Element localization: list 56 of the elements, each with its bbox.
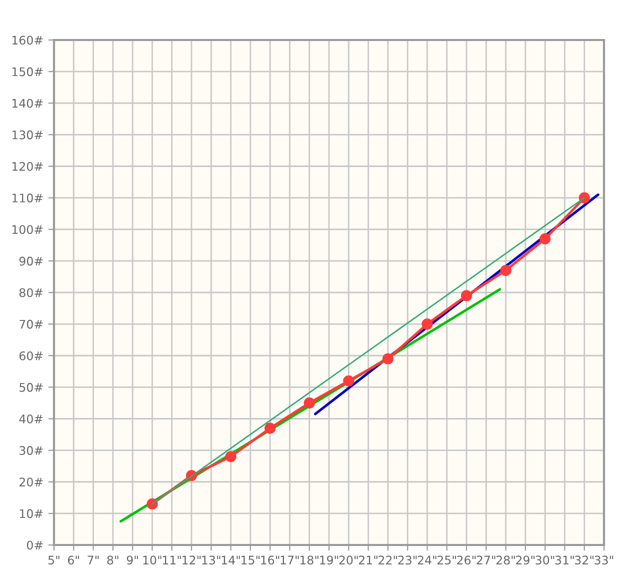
y-tick-label: 160# xyxy=(12,36,43,45)
x-tick-label: 8" xyxy=(107,556,118,565)
x-tick-label: 20" xyxy=(339,556,358,565)
point xyxy=(460,290,472,302)
y-tick-label: 120# xyxy=(12,162,43,171)
y-tick-label: 80# xyxy=(19,288,43,298)
x-tick-label: 31" xyxy=(555,556,574,565)
x-tick-label: 17" xyxy=(280,556,299,564)
x-tick-label: 13" xyxy=(202,556,220,565)
y-tick-label: 40# xyxy=(19,414,43,424)
y-tick-label: 70# xyxy=(20,320,43,329)
y-tick-label: 140# xyxy=(12,98,43,108)
x-tick-label: 21" xyxy=(358,556,378,564)
y-tick-label: 10# xyxy=(20,509,43,518)
x-tick-label: 14" xyxy=(222,556,240,564)
x-tick-label: 27" xyxy=(476,556,496,564)
y-tick-label: 20# xyxy=(20,478,43,487)
x-tick-label: 26" xyxy=(457,556,476,565)
y-tick-label: 90# xyxy=(19,256,43,266)
x-tick-label: 24" xyxy=(418,556,436,564)
point xyxy=(343,375,354,386)
x-tick-label: 25" xyxy=(437,556,456,565)
x-tick-label: 11" xyxy=(162,556,181,564)
x-tick-label: 16" xyxy=(261,556,280,565)
point xyxy=(264,422,276,434)
y-tick-label: 30# xyxy=(20,446,43,455)
y-tick-label: 0# xyxy=(26,540,43,550)
y-tick-label: 110# xyxy=(12,194,43,202)
x-tick-label: 15" xyxy=(242,556,260,565)
x-tick-label: 6" xyxy=(68,556,79,565)
y-tick-label: 150# xyxy=(12,67,43,76)
x-tick-label: 5" xyxy=(48,556,60,565)
y-tick-label: 130# xyxy=(12,130,43,140)
x-tick-label: 12" xyxy=(182,556,201,564)
x-tick-label: 18" xyxy=(300,556,318,565)
x-tick-label: 10" xyxy=(143,556,162,565)
x-tick-label: 32" xyxy=(575,556,594,565)
y-tick-label: 50# xyxy=(20,382,43,392)
y-tick-label: 60# xyxy=(19,351,43,360)
point xyxy=(500,264,512,276)
point xyxy=(225,451,236,462)
x-tick-label: 28" xyxy=(496,556,515,565)
y-tick-label: 100# xyxy=(12,225,43,234)
x-tick-label: 30" xyxy=(536,556,554,565)
point xyxy=(304,397,315,409)
x-tick-label: 29" xyxy=(516,556,535,565)
point xyxy=(146,498,158,510)
point xyxy=(382,353,394,364)
point xyxy=(540,233,551,244)
x-tick-label: 22" xyxy=(378,556,398,564)
point xyxy=(422,318,433,330)
x-tick-label: 7" xyxy=(88,556,99,564)
x-tick-label: 9" xyxy=(126,556,138,565)
x-tick-label: 33" xyxy=(594,556,614,565)
x-tick-label: 19" xyxy=(320,556,338,565)
x-tick-label: 23" xyxy=(398,556,417,565)
